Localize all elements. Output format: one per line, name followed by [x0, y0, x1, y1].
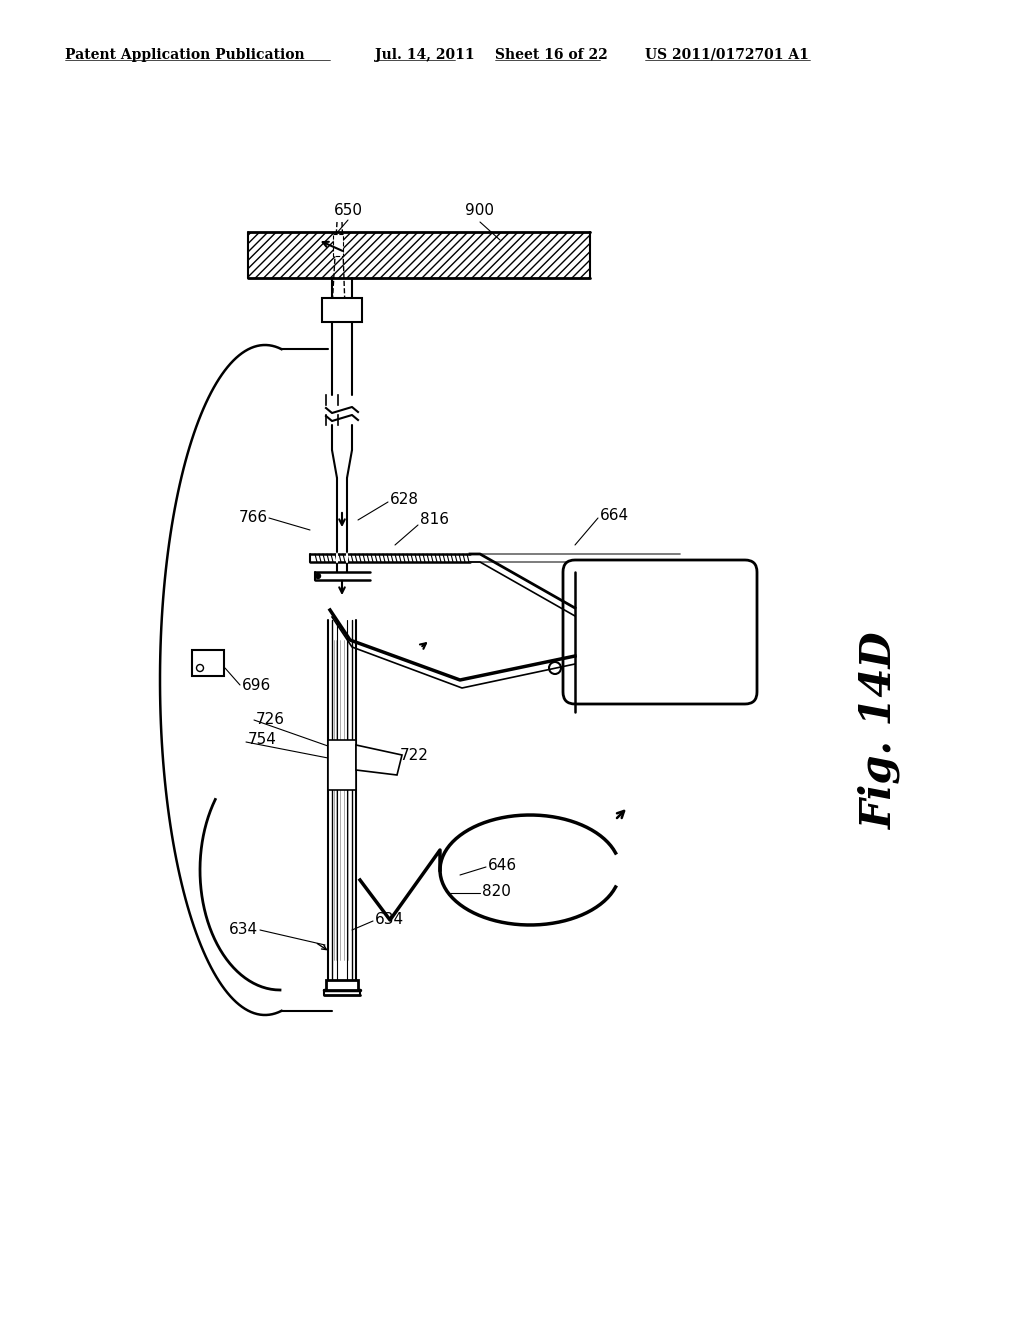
Text: 650: 650	[334, 203, 362, 218]
Text: 900: 900	[466, 203, 495, 218]
Text: 634: 634	[229, 923, 258, 937]
Bar	[326, 979, 358, 990]
Text: 820: 820	[482, 884, 511, 899]
Text: 696: 696	[242, 677, 271, 693]
Text: 646: 646	[488, 858, 517, 873]
Text: 816: 816	[420, 512, 449, 528]
Polygon shape	[356, 744, 402, 775]
Text: 754: 754	[248, 733, 276, 747]
Bar	[322, 298, 362, 322]
Bar	[328, 741, 356, 789]
Circle shape	[315, 573, 321, 578]
Bar	[333, 234, 343, 256]
Text: 628: 628	[390, 492, 419, 507]
Text: Jul. 14, 2011: Jul. 14, 2011	[375, 48, 475, 62]
Text: 766: 766	[239, 511, 268, 525]
Text: Sheet 16 of 22: Sheet 16 of 22	[495, 48, 608, 62]
Text: US 2011/0172701 A1: US 2011/0172701 A1	[645, 48, 809, 62]
Bar	[248, 232, 590, 279]
Text: 664: 664	[600, 507, 629, 523]
FancyBboxPatch shape	[563, 560, 757, 704]
Text: 722: 722	[400, 747, 429, 763]
Text: 726: 726	[256, 713, 285, 727]
Text: 634: 634	[375, 912, 404, 928]
Text: Patent Application Publication: Patent Application Publication	[65, 48, 304, 62]
Text: Fig. 14D: Fig. 14D	[859, 631, 901, 829]
Bar	[193, 649, 224, 676]
